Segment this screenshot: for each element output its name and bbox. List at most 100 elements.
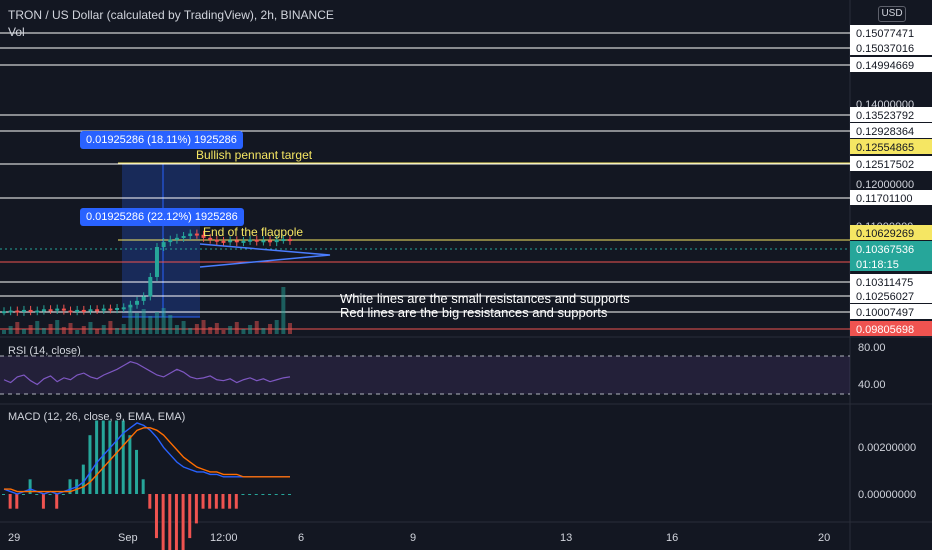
time-axis-label: 20 [818, 532, 830, 544]
price-axis-label: 0.10007497 [856, 307, 914, 319]
macd-histogram-bar [95, 420, 99, 494]
currency-button[interactable]: USD [878, 6, 906, 22]
macd-histogram-bar [61, 494, 65, 495]
volume-bar [121, 324, 126, 334]
candle-body [168, 239, 173, 243]
volume-bar [75, 330, 80, 334]
volume-bar [41, 328, 46, 334]
candle-body [154, 247, 159, 277]
volume-bar [21, 329, 26, 334]
macd-histogram-bar [154, 494, 158, 539]
volume-bar [154, 312, 159, 334]
rsi-level-80: 80.00 [858, 342, 886, 354]
candle-body [248, 239, 253, 242]
price-tag-bg [850, 190, 932, 205]
candle-body [95, 309, 100, 312]
macd-histogram-bar [168, 494, 172, 550]
candle-body [148, 276, 153, 297]
macd-histogram-bar [221, 494, 225, 509]
candle-body [261, 240, 266, 243]
chart-title: TRON / US Dollar (calculated by TradingV… [8, 8, 334, 22]
macd-histogram-bar [15, 494, 19, 509]
volume-bar [101, 325, 106, 334]
time-axis-label: 13 [560, 532, 572, 544]
candle-body [55, 308, 60, 311]
time-axis-label: 16 [666, 532, 678, 544]
macd-histogram-bar [201, 494, 205, 509]
macd-histogram-bar [2, 494, 5, 495]
volume-bar [108, 321, 113, 334]
macd-histogram-bar [55, 494, 59, 509]
macd-histogram-bar [35, 494, 39, 495]
candle-body [208, 237, 213, 240]
candle-body [48, 309, 53, 312]
candle-body [81, 309, 86, 312]
price-tag-bg [850, 156, 932, 171]
candle-body [121, 307, 126, 310]
macd-histogram-bar [161, 494, 165, 550]
candle-body [254, 239, 259, 242]
macd-histogram-bar [68, 479, 72, 494]
macd-histogram-bar [288, 494, 291, 495]
volume-bar [95, 329, 100, 334]
macd-histogram-bar [194, 494, 198, 524]
macd-histogram-bar [241, 494, 245, 495]
price-tag-bg [850, 123, 932, 138]
volume-bar [234, 322, 239, 334]
macd-level-high: 0.00200000 [858, 442, 916, 454]
macd-histogram-bar [88, 435, 92, 494]
candle-body [288, 239, 292, 242]
volume-bar [214, 323, 219, 334]
candle-body [21, 309, 26, 312]
price-axis-label: 0.10311475 [856, 277, 913, 289]
volume-bar [288, 323, 292, 334]
price-axis-label: 0.12554865 [856, 142, 914, 154]
price-tag-bg [850, 225, 932, 240]
rsi-band [0, 356, 850, 394]
price-tag-bg [850, 241, 932, 256]
macd-histogram-bar [274, 494, 278, 495]
volume-bar [181, 321, 186, 334]
volume-bar [2, 330, 6, 334]
pennant-triangle [199, 243, 331, 268]
note-red-lines: Red lines are the big resistances and su… [340, 305, 608, 320]
price-axis-label: 0.15077471 [856, 28, 914, 40]
volume-bar [188, 328, 193, 334]
macd-histogram-bar [28, 479, 32, 494]
price-tag-bg [850, 139, 932, 154]
volume-bar [201, 320, 206, 334]
macd-histogram-bar [108, 420, 112, 494]
price-axis-label: 01:18:15 [856, 259, 899, 271]
candle-body [221, 240, 226, 243]
price-tag-bg [850, 25, 932, 40]
macd-histogram-bar [181, 494, 185, 550]
price-tag-bg [850, 107, 932, 122]
candle-body [194, 233, 199, 236]
candle-body [8, 310, 13, 313]
candle-body [228, 240, 233, 243]
macd-histogram-bar [81, 464, 85, 494]
candle-body [28, 309, 33, 312]
volume-bar [141, 309, 146, 334]
candle-body [61, 308, 66, 311]
macd-histogram-bar [188, 494, 192, 539]
volume-bar [208, 327, 213, 334]
candle-body [88, 309, 93, 312]
candle-body [75, 309, 80, 312]
rsi-level-40: 40.00 [858, 379, 886, 391]
rsi-line [3, 361, 291, 386]
price-axis-label: 0.09805698 [856, 324, 914, 336]
volume-bar [241, 329, 246, 334]
volume-bar [221, 330, 226, 334]
candle-body [241, 240, 246, 243]
price-tag-bg [850, 40, 932, 55]
volume-bar [248, 325, 253, 334]
volume-bar [135, 313, 140, 334]
candle-body [281, 239, 286, 242]
macd-histogram-bar [41, 494, 45, 509]
candle-body [181, 236, 186, 239]
candle-body [214, 239, 219, 242]
measure-label-2: 0.01925286 (22.12%) 1925286 [80, 208, 244, 226]
flagpole-label: End of the flagpole [203, 225, 304, 239]
